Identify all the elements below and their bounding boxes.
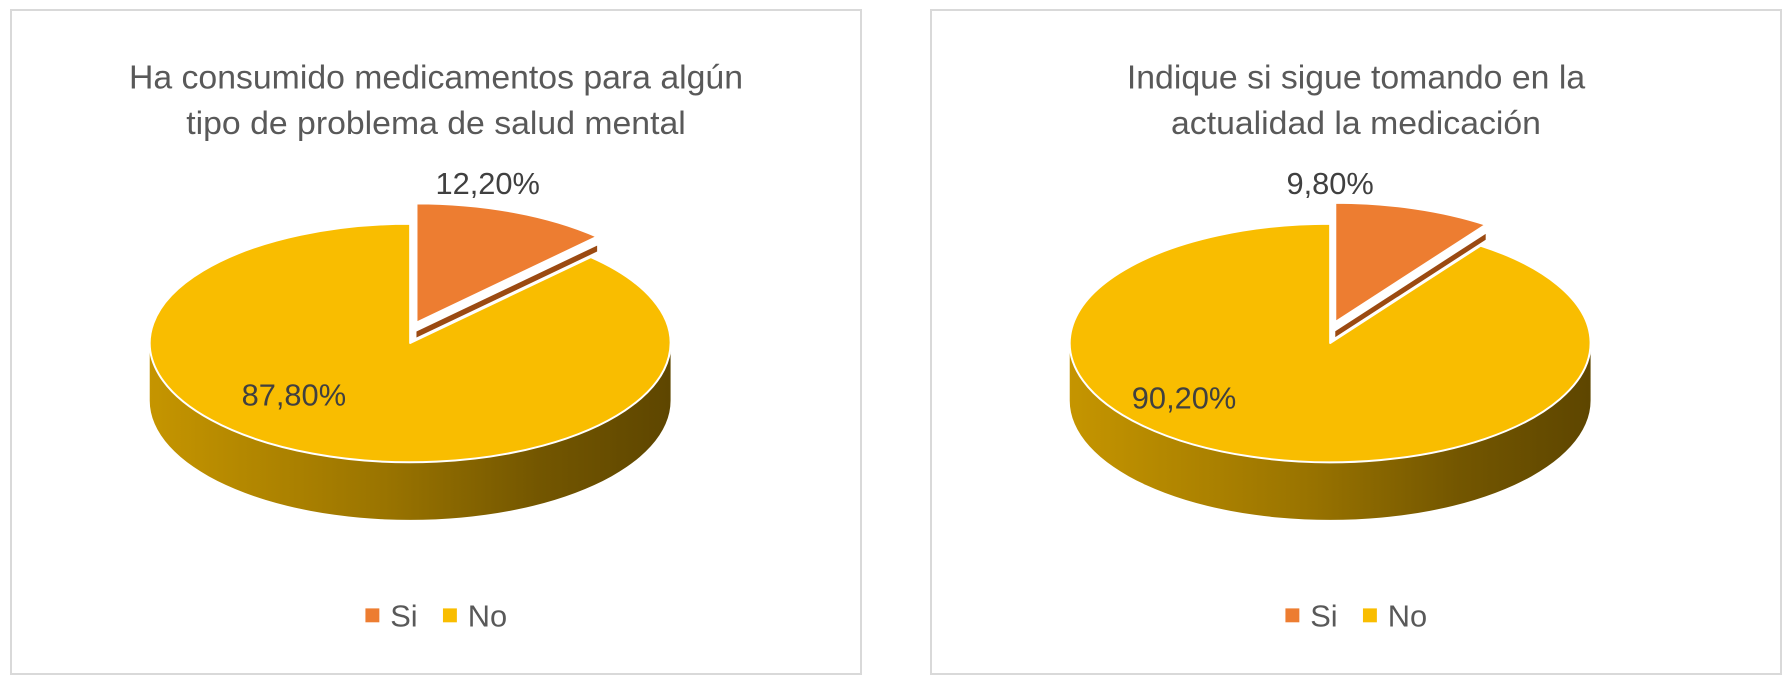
chart-title-line-2: tipo de problema de salud mental xyxy=(186,104,686,142)
pie-chart-current-medication: Indique si sigue tomando en la actualida… xyxy=(1068,59,1592,633)
chart-title-line-1: Ha consumido medicamentos para algún xyxy=(129,59,743,97)
legend-label-si: Si xyxy=(1310,598,1337,633)
chart-title-line-1: Indique si sigue tomando en la xyxy=(1127,59,1585,97)
pie-chart-medication-consumption: Ha consumido medicamentos para algún tip… xyxy=(129,59,743,634)
slice-si xyxy=(1334,201,1487,324)
data-label-no: 90,20% xyxy=(1132,381,1236,416)
slice-side-no xyxy=(149,342,671,520)
slice-side-no xyxy=(1069,342,1591,520)
slice-side-si xyxy=(416,245,598,338)
legend: Si No xyxy=(365,598,507,633)
legend-swatch-no xyxy=(1362,608,1377,623)
data-label-si: 9,80% xyxy=(1286,166,1373,201)
slice-si xyxy=(415,202,599,324)
legend-swatch-no xyxy=(442,608,457,623)
chart-title-line-2: actualidad la medicación xyxy=(1171,104,1541,142)
slice-no xyxy=(1068,222,1592,464)
legend-swatch-si xyxy=(1285,608,1300,623)
legend-label-si: Si xyxy=(390,598,417,633)
slice-side-si xyxy=(1335,233,1486,338)
slice-no xyxy=(148,222,672,464)
legend-swatch-si xyxy=(365,608,380,623)
legend-label-no: No xyxy=(468,598,507,633)
legend-label-no: No xyxy=(1388,598,1427,633)
legend: Si No xyxy=(1285,598,1427,633)
pie-slices xyxy=(1068,201,1592,520)
pie-slices xyxy=(148,202,672,520)
data-label-no: 87,80% xyxy=(242,378,346,413)
data-label-si: 12,20% xyxy=(435,166,539,201)
chart-panel-medication-consumption: Ha consumido medicamentos para algún tip… xyxy=(10,9,862,675)
chart-panel-current-medication: Indique si sigue tomando en la actualida… xyxy=(930,9,1782,675)
